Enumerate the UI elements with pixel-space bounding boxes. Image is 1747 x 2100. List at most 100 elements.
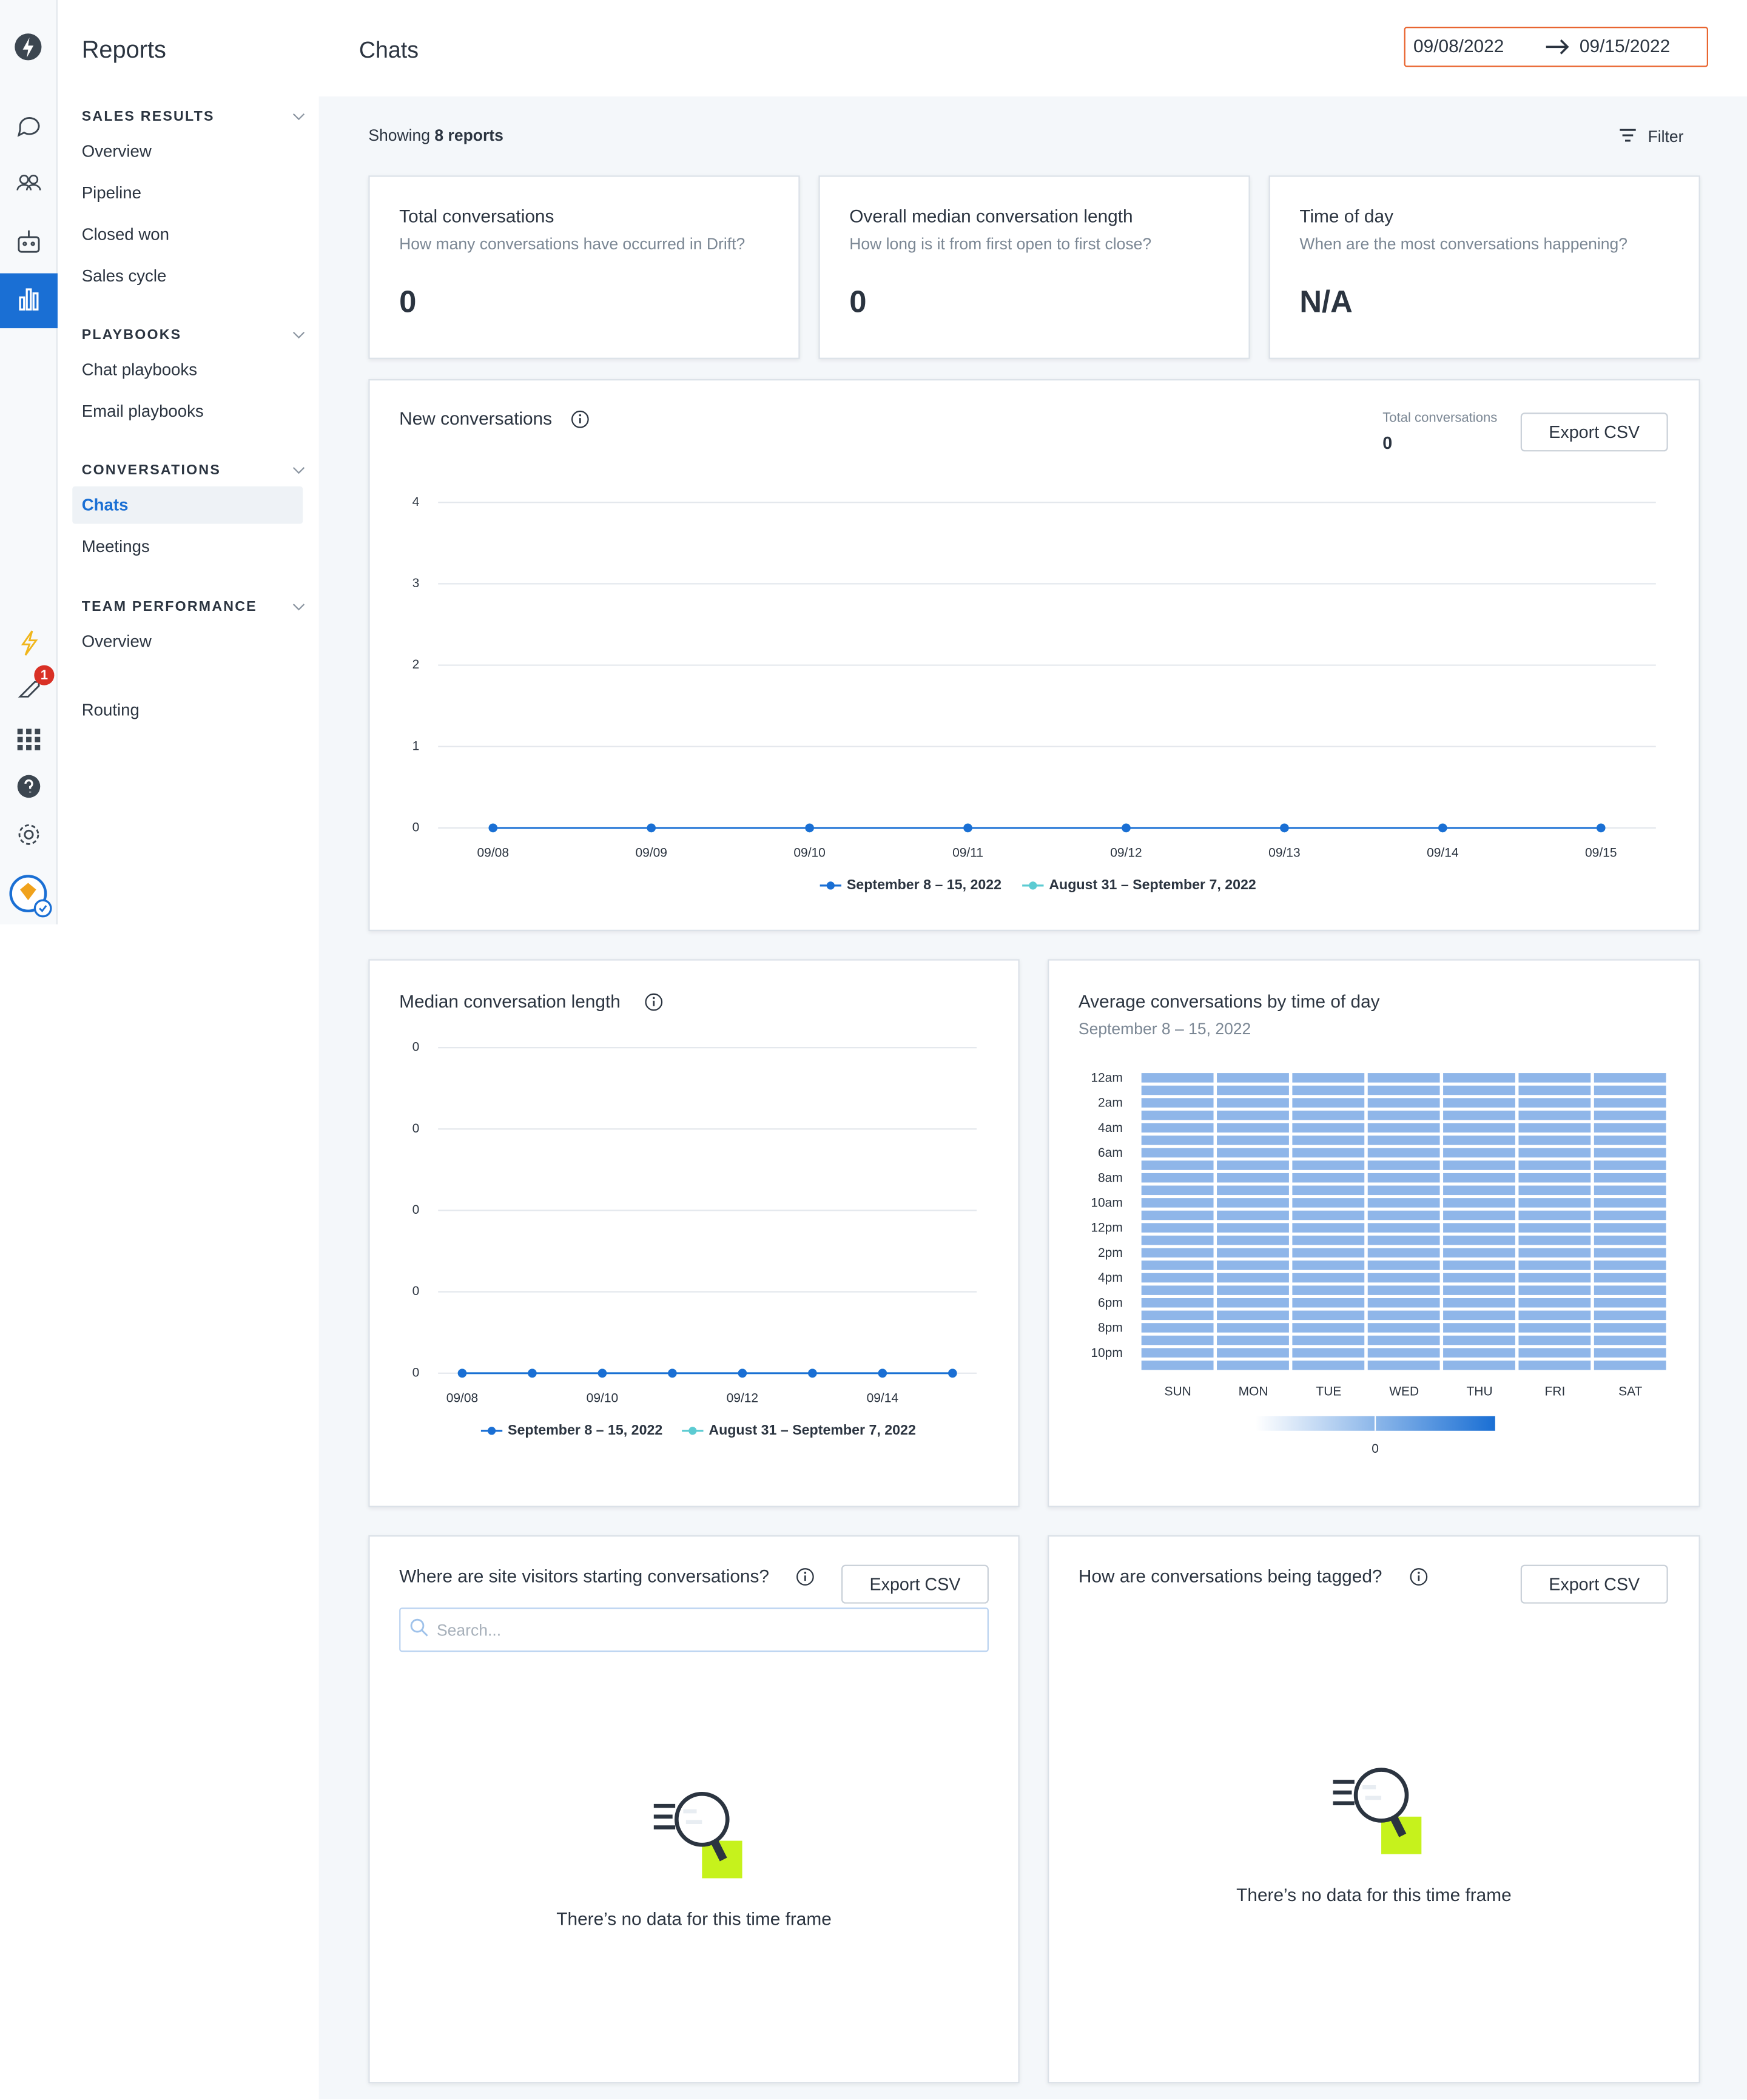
data-point — [808, 1368, 817, 1378]
heat-cell — [1292, 1098, 1365, 1108]
export-button[interactable]: Export CSV — [1520, 412, 1668, 452]
x-tick-label: 09/12 — [1110, 846, 1142, 860]
heat-cell — [1217, 1248, 1289, 1258]
heat-cell — [1367, 1136, 1440, 1145]
chevron[interactable] — [292, 466, 305, 474]
chat-icon[interactable] — [17, 117, 40, 137]
bot-icon[interactable] — [18, 230, 40, 253]
heat-cell — [1141, 1148, 1214, 1158]
column-label: THU — [1467, 1384, 1493, 1398]
heat-cell — [1594, 1210, 1666, 1220]
nav-item[interactable]: Overview — [81, 632, 152, 651]
nav-item[interactable]: Email playbooks — [81, 402, 204, 421]
export-button[interactable]: Export CSV — [841, 1564, 989, 1604]
section-title[interactable]: TEAM PERFORMANCE — [81, 599, 257, 615]
nav-item[interactable]: Meetings — [81, 537, 150, 556]
heat-cell — [1443, 1297, 1515, 1308]
x-tick-label: 09/11 — [952, 846, 983, 860]
nav-item[interactable]: Chats — [81, 496, 129, 515]
total-label: Total conversations — [1382, 411, 1498, 426]
x-tick-label: 09/08 — [477, 846, 509, 860]
heat-cell — [1292, 1235, 1365, 1245]
heat-cell — [1367, 1198, 1440, 1208]
date-range[interactable]: 09/08/2022 09/15/2022 — [1404, 27, 1708, 67]
x-tick-label: 09/08 — [446, 1391, 478, 1405]
date-to[interactable]: 09/15/2022 — [1579, 36, 1671, 56]
settings-icon[interactable] — [18, 824, 39, 845]
y-tick-label: 0 — [412, 1122, 420, 1136]
date-from[interactable]: 09/08/2022 — [1413, 36, 1504, 56]
heat-cell — [1518, 1285, 1591, 1295]
section-title[interactable]: PLAYBOOKS — [81, 326, 182, 343]
info-icon — [796, 1568, 814, 1586]
nav-item[interactable]: Closed won — [81, 225, 170, 244]
reports-icon-active[interactable] — [0, 273, 58, 329]
nav-item[interactable]: Routing — [81, 701, 140, 720]
info-dot — [579, 414, 582, 417]
heat-cell — [1217, 1260, 1289, 1270]
row-label: 4am — [1098, 1121, 1123, 1135]
nav-item[interactable]: Pipeline — [81, 183, 141, 203]
card-value: N/A — [1299, 284, 1353, 319]
heat-cell — [1217, 1235, 1289, 1245]
nav-item[interactable]: Chat playbooks — [81, 360, 198, 380]
summary-card — [818, 175, 1250, 359]
heat-cell — [1217, 1136, 1289, 1145]
heat-cell — [1594, 1297, 1666, 1308]
section-title[interactable]: CONVERSATIONS — [81, 462, 221, 479]
nav-item[interactable]: Sales cycle — [81, 266, 167, 286]
y-tick-label: 1 — [412, 739, 420, 753]
data-point — [488, 823, 498, 833]
nav-item[interactable]: Overview — [81, 142, 152, 161]
median-card — [368, 959, 1020, 1507]
heat-cell — [1594, 1160, 1666, 1170]
row-label: 6am — [1098, 1146, 1123, 1160]
heat-cell — [1443, 1210, 1515, 1220]
heat-cell — [1443, 1173, 1515, 1183]
heat-cell — [1443, 1098, 1515, 1108]
search-box[interactable]: Search... — [399, 1607, 989, 1652]
chevron[interactable] — [292, 331, 305, 339]
heat-cell — [1217, 1223, 1289, 1233]
card-title: How are conversations being tagged? — [1078, 1566, 1382, 1586]
search-placeholder: Search... — [437, 1621, 502, 1640]
heat-cell — [1367, 1310, 1440, 1321]
heat-cell — [1141, 1273, 1214, 1283]
heat-cell — [1367, 1260, 1440, 1270]
heat-cell — [1594, 1198, 1666, 1208]
heat-cell — [1443, 1310, 1515, 1321]
column-label: SUN — [1165, 1384, 1191, 1398]
data-point — [668, 1368, 677, 1378]
card-title: Where are site visitors starting convers… — [399, 1566, 770, 1586]
heat-cell — [1141, 1136, 1214, 1145]
scale-tick-label: 0 — [1372, 1442, 1379, 1456]
heat-cell — [1141, 1323, 1214, 1333]
heat-cell — [1594, 1110, 1666, 1120]
heat-cell — [1141, 1285, 1214, 1295]
playbooks-icon[interactable] — [21, 630, 38, 656]
help-icon[interactable] — [17, 775, 41, 798]
section-title[interactable]: SALES RESULTS — [81, 108, 215, 125]
info-icon — [645, 993, 663, 1011]
apps-icon[interactable] — [17, 729, 41, 750]
empty-illustration — [1333, 1768, 1422, 1854]
heat-cell — [1141, 1198, 1214, 1208]
heat-cell — [1518, 1173, 1591, 1183]
filter-button[interactable]: Filter — [1648, 127, 1684, 146]
heat-cell — [1443, 1285, 1515, 1295]
heat-cell — [1443, 1248, 1515, 1258]
column-label: MON — [1239, 1384, 1268, 1398]
filter-icon[interactable] — [1620, 129, 1637, 143]
heat-cell — [1292, 1223, 1365, 1233]
heat-cell — [1367, 1335, 1440, 1345]
contacts-icon[interactable] — [16, 175, 41, 190]
icon-rail: 1 — [0, 0, 58, 924]
chevron[interactable] — [292, 113, 305, 121]
heat-cell — [1518, 1185, 1591, 1196]
row-label: 10am — [1091, 1196, 1122, 1210]
heat-cell — [1141, 1335, 1214, 1345]
chevron[interactable] — [292, 603, 305, 611]
export-button[interactable]: Export CSV — [1520, 1564, 1668, 1604]
heat-cell — [1141, 1185, 1214, 1196]
